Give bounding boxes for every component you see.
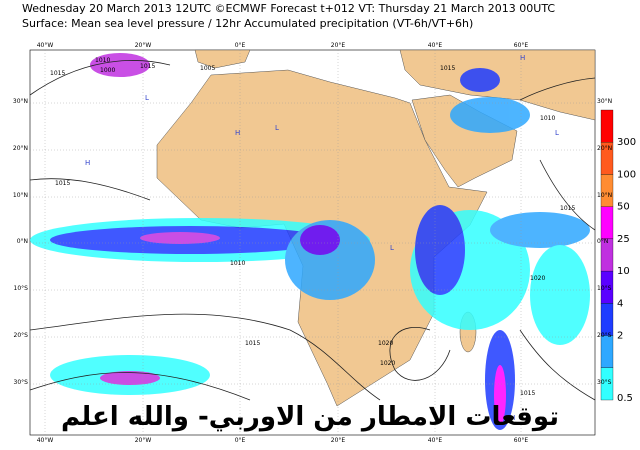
isobar-label: 1010 [95,57,110,64]
pressure-center: L [390,244,394,252]
precip-area [450,97,530,133]
lon-label: 40°E [428,42,443,49]
colorbar-label: 50 [617,202,630,213]
colorbar-label: 2 [617,331,623,342]
pressure-center: L [145,94,149,102]
pressure-center: H [235,129,240,137]
lon-label: 40°E [428,437,443,444]
colorbar-label: 0.5 [617,393,633,404]
colorbar-label: 300 [617,137,636,148]
precip-area [530,245,590,345]
isobar-label: 1015 [440,65,455,72]
lat-label: 20°N [13,145,28,152]
isobar-label: 1020 [530,275,545,282]
isobars [29,60,596,401]
lat-label: 10°S [14,285,29,292]
precipitation [30,53,590,430]
lat-label: 20°N [597,145,612,152]
colorbar-swatch [600,206,614,240]
lat-label: 0°N [597,238,608,245]
colorbar-label: 25 [617,234,630,245]
lon-label: 0°E [235,42,246,49]
lon-label: 40°W [37,42,54,49]
lat-label: 0°N [17,238,28,245]
lat-label: 10°N [597,192,612,199]
caption: توقعات الامطار من الاوربي- والله اعلم [61,402,559,432]
lat-label: 30°S [14,379,29,386]
precip-area [494,365,506,425]
isobar-label: 1015 [560,205,575,212]
lon-label: 20°E [331,437,346,444]
precip-area [460,68,500,92]
isobar [519,77,596,101]
lat-label: 20°S [597,332,612,339]
precip-area [100,371,160,385]
precip-area [90,53,150,77]
pressure-center: H [85,159,90,167]
lon-label: 20°W [135,42,152,49]
colorbar-swatch [600,367,614,401]
pressure-center: H [520,54,525,62]
lon-label: 60°E [514,42,529,49]
pressure-center: L [555,129,559,137]
isobar-label: 1015 [520,390,535,397]
precip-area [415,205,465,295]
precip-area [300,225,340,255]
lat-label: 10°N [13,192,28,199]
lat-label: 20°S [14,332,29,339]
colorbar-swatch [600,335,614,368]
isobar-label: 1015 [50,70,65,77]
graticule [30,50,595,435]
isobar [29,372,251,401]
isobar-label: 1015 [140,63,155,70]
colorbar: 300 100 50 25 10 4 2 0.5 [600,109,636,404]
header-line: Wednesday 20 March 2013 12UTC ©ECMWF For… [22,2,555,15]
lat-label: 30°N [13,98,28,105]
isobar-label: 1005 [200,65,215,72]
lat-label: 30°N [597,98,612,105]
lon-label: 0°E [235,437,246,444]
header-line: Surface: Mean sea level pressure / 12hr … [22,17,473,30]
isobar [29,313,381,401]
lat-label: 10°S [597,285,612,292]
isobar-label: 1010 [540,115,555,122]
precip-area [490,212,590,248]
isobar [29,60,171,96]
isobar-label: 1015 [55,180,70,187]
precip-area [140,232,220,244]
lon-label: 20°E [331,42,346,49]
isobar [389,327,451,381]
isobar-label: 1020 [380,360,395,367]
iberia [194,49,251,69]
colorbar-swatch [600,109,614,143]
colorbar-label: 10 [617,266,630,277]
isobar-label: 1020 [378,340,393,347]
pressure-center: L [275,124,279,132]
isobar [519,329,596,401]
lat-label: 30°S [597,379,612,386]
isobar [539,159,596,231]
isobar [29,178,151,201]
pressure-center: H [510,414,515,422]
colorbar-label: 100 [617,169,636,180]
isobar-label: 1010 [230,260,245,267]
colorbar-swatch [600,303,614,336]
isobar-label: 1015 [245,340,260,347]
colorbar-label: 4 [617,298,623,309]
isobar-label: 1000 [100,67,115,74]
colorbar-swatch [600,174,614,207]
map: 1015 1010 1000 1015 1005 1015 1010 1015 1020 1020… [29,49,596,436]
lon-label: 20°W [135,437,152,444]
lon-label: 60°E [514,437,529,444]
lon-label: 40°W [37,437,54,444]
